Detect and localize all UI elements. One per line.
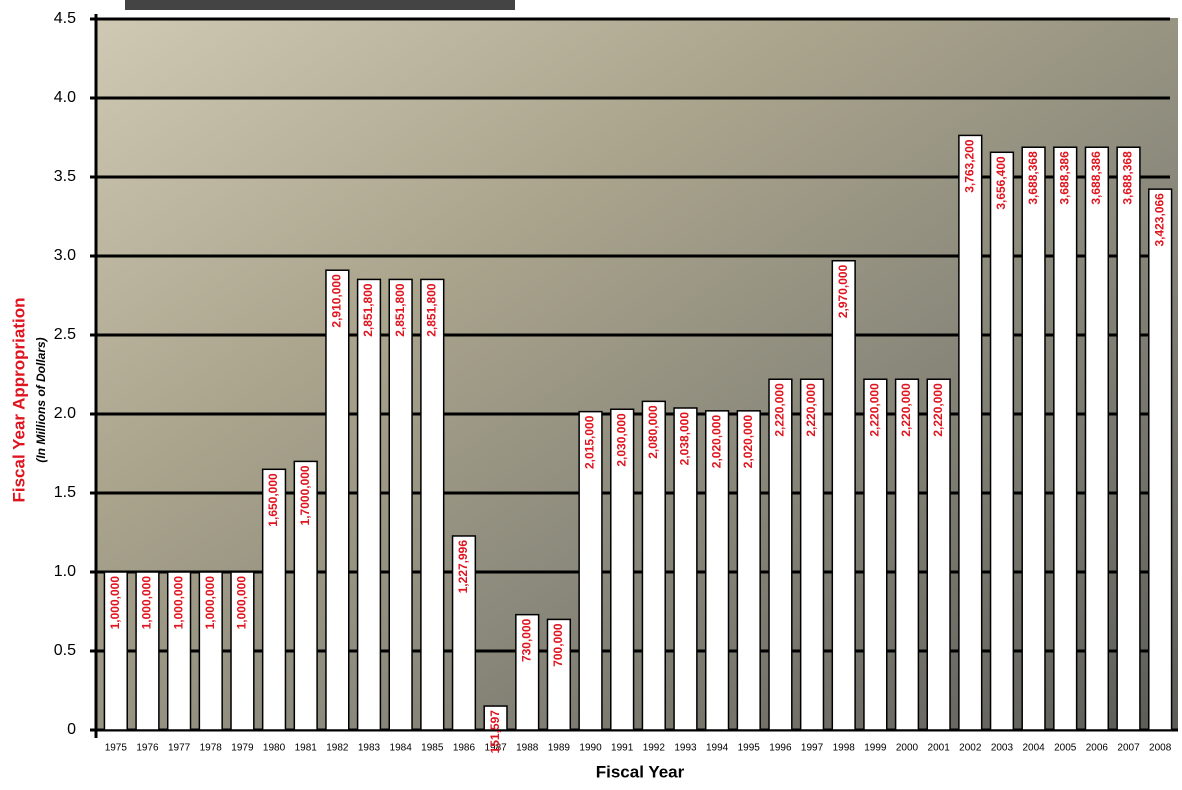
bar [1085,147,1108,730]
value-label: 2,970,000 [836,264,850,318]
value-label: 2,015,000 [583,415,597,469]
x-tick-label: 2008 [1149,743,1172,754]
value-label: 2,020,000 [709,415,723,469]
x-tick-label: 2000 [896,743,919,754]
value-label: 2,910,000 [330,274,344,328]
bar [1022,147,1045,730]
x-tick-label: 1990 [579,743,602,754]
value-label: 2,020,000 [741,415,755,469]
value-label: 2,220,000 [773,383,787,437]
x-axis-title: Fiscal Year [596,762,685,781]
x-tick-label: 1980 [263,743,286,754]
x-tick-label: 1999 [864,743,887,754]
x-tick-label: 1983 [358,743,381,754]
x-tick-label: 1985 [421,743,444,754]
bar [389,279,412,730]
bar [832,261,855,730]
y-tick-label: 0 [67,721,76,738]
value-label: 1,000,000 [140,576,154,630]
value-label: 1,000,000 [235,576,249,630]
value-label: 3,688,386 [1057,151,1071,205]
value-label: 3,423,066 [1152,193,1166,247]
x-tick-label: 1989 [548,743,571,754]
bar [1117,147,1140,730]
value-label: 2,220,000 [804,383,818,437]
value-label: 2,851,800 [361,283,375,337]
x-tick-label: 1991 [611,743,634,754]
y-tick-label: 3.5 [54,168,76,185]
y-tick-label: 2.0 [54,405,76,422]
y-tick-label: 1.5 [54,484,76,501]
x-tick-label: 1996 [769,743,792,754]
y-axis-subtitle: (In Millions of Dollars) [34,337,48,462]
value-label: 2,220,000 [931,383,945,437]
value-label: 2,030,000 [614,413,628,467]
title-box-edge [125,0,515,10]
value-label: 1,227,996 [456,540,470,594]
value-label: 3,688,368 [1026,151,1040,205]
x-tick-label: 1993 [674,743,697,754]
x-tick-label: 1986 [453,743,476,754]
value-label: 700,000 [551,623,565,667]
bar [1149,189,1172,730]
value-label: 1,7000,000 [298,465,312,525]
x-tick-label: 2001 [928,743,951,754]
x-tick-label: 2005 [1054,743,1077,754]
x-tick-label: 1998 [833,743,856,754]
value-label: 151,597 [488,710,502,754]
x-tick-label: 2002 [959,743,982,754]
value-label: 2,851,800 [424,283,438,337]
value-label: 1,650,000 [266,473,280,527]
bar [959,135,982,730]
x-tick-label: 1994 [706,743,729,754]
value-label: 3,688,368 [1121,151,1135,205]
bar [1054,147,1077,730]
y-axis-title: Fiscal Year Appropriation [9,297,28,502]
x-tick-label: 1979 [231,743,254,754]
y-tick-label: 2.5 [54,326,76,343]
bar [358,279,381,730]
bar [991,152,1014,730]
x-tick-label: 2004 [1022,743,1045,754]
y-tick-label: 4.0 [54,89,76,106]
bar [421,279,444,730]
value-label: 1,000,000 [171,576,185,630]
value-label: 2,038,000 [678,412,692,466]
bar [326,270,349,730]
x-tick-label: 1981 [295,743,318,754]
value-label: 1,000,000 [108,576,122,630]
value-label: 730,000 [519,618,533,662]
y-tick-label: 3.0 [54,247,76,264]
value-label: 1,000,000 [203,576,217,630]
x-tick-label: 2007 [1117,743,1140,754]
value-label: 3,688,386 [1089,151,1103,205]
y-tick-label: 4.5 [54,10,76,27]
x-tick-label: 1977 [168,743,191,754]
value-label: 3,656,400 [994,156,1008,210]
x-tick-label: 1984 [390,743,413,754]
value-label: 2,220,000 [899,383,913,437]
y-tick-label: 0.5 [54,642,76,659]
value-label: 2,080,000 [646,405,660,459]
x-tick-label: 1997 [801,743,824,754]
x-tick-label: 2003 [991,743,1014,754]
x-tick-label: 1978 [200,743,223,754]
x-tick-label: 1988 [516,743,539,754]
value-label: 2,220,000 [868,383,882,437]
x-tick-label: 1995 [738,743,761,754]
x-tick-label: 1975 [105,743,128,754]
x-tick-label: 2006 [1086,743,1109,754]
chart: Fiscal Year Fiscal Year Appropriation (I… [0,0,1182,785]
value-label: 2,851,800 [393,283,407,337]
x-tick-label: 1992 [643,743,666,754]
y-tick-label: 1.0 [54,563,76,580]
background-photo [96,18,1178,730]
x-tick-label: 1976 [136,743,159,754]
x-tick-label: 1982 [326,743,349,754]
value-label: 3,763,200 [962,139,976,193]
